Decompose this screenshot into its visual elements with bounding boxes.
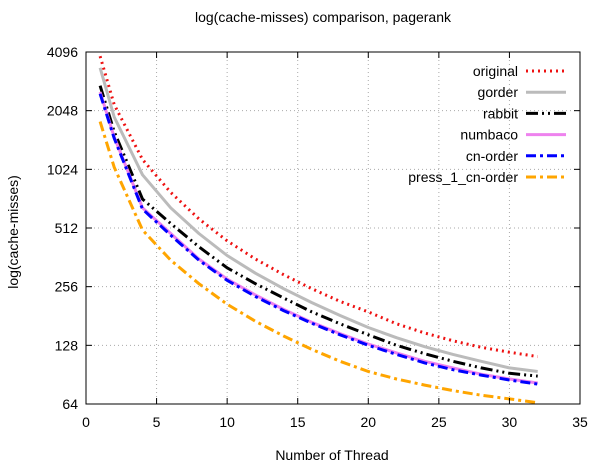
x-tick-label: 15 [290, 414, 306, 430]
x-tick-label: 0 [82, 414, 90, 430]
y-axis-label: log(cache-misses) [5, 175, 21, 289]
series-line-original [98, 55, 538, 359]
series-line-gorder [98, 67, 538, 373]
x-tick-label: 10 [219, 414, 235, 430]
y-tick-label: 256 [55, 279, 79, 295]
legend-label-press-1-cn-order: press_1_cn-order [408, 169, 518, 185]
x-tick-label: 25 [431, 414, 447, 430]
x-tick-label: 20 [360, 414, 376, 430]
x-tick-label: 5 [153, 414, 161, 430]
grid [86, 52, 580, 404]
x-tick-label: 35 [572, 414, 588, 430]
y-tick-label: 1024 [47, 161, 78, 177]
y-tick-label: 512 [55, 220, 79, 236]
series-layer [98, 55, 538, 405]
legend-label-cn-order: cn-order [466, 148, 518, 164]
legend: original gorder rabbit numbaco cn-order press… [408, 63, 566, 185]
legend-label-numbaco: numbaco [460, 127, 518, 143]
series-line-rabbit [98, 85, 538, 378]
chart-title: log(cache-misses) comparison, pagerank [195, 9, 452, 25]
y-tick-label: 4096 [47, 44, 78, 60]
x-axis-label: Number of Thread [275, 447, 388, 463]
legend-label-gorder: gorder [478, 84, 519, 100]
series-line-cn-order [98, 93, 538, 386]
legend-label-original: original [473, 63, 518, 79]
legend-label-rabbit: rabbit [483, 105, 518, 121]
x-tick-label: 30 [502, 414, 518, 430]
y-tick-label: 128 [55, 337, 79, 353]
y-tick-label: 64 [62, 396, 78, 412]
axes: 0 5 10 15 20 25 30 35 64 128 256 512 1024 2048 4096 [47, 44, 588, 430]
y-tick-label: 2048 [47, 103, 78, 119]
